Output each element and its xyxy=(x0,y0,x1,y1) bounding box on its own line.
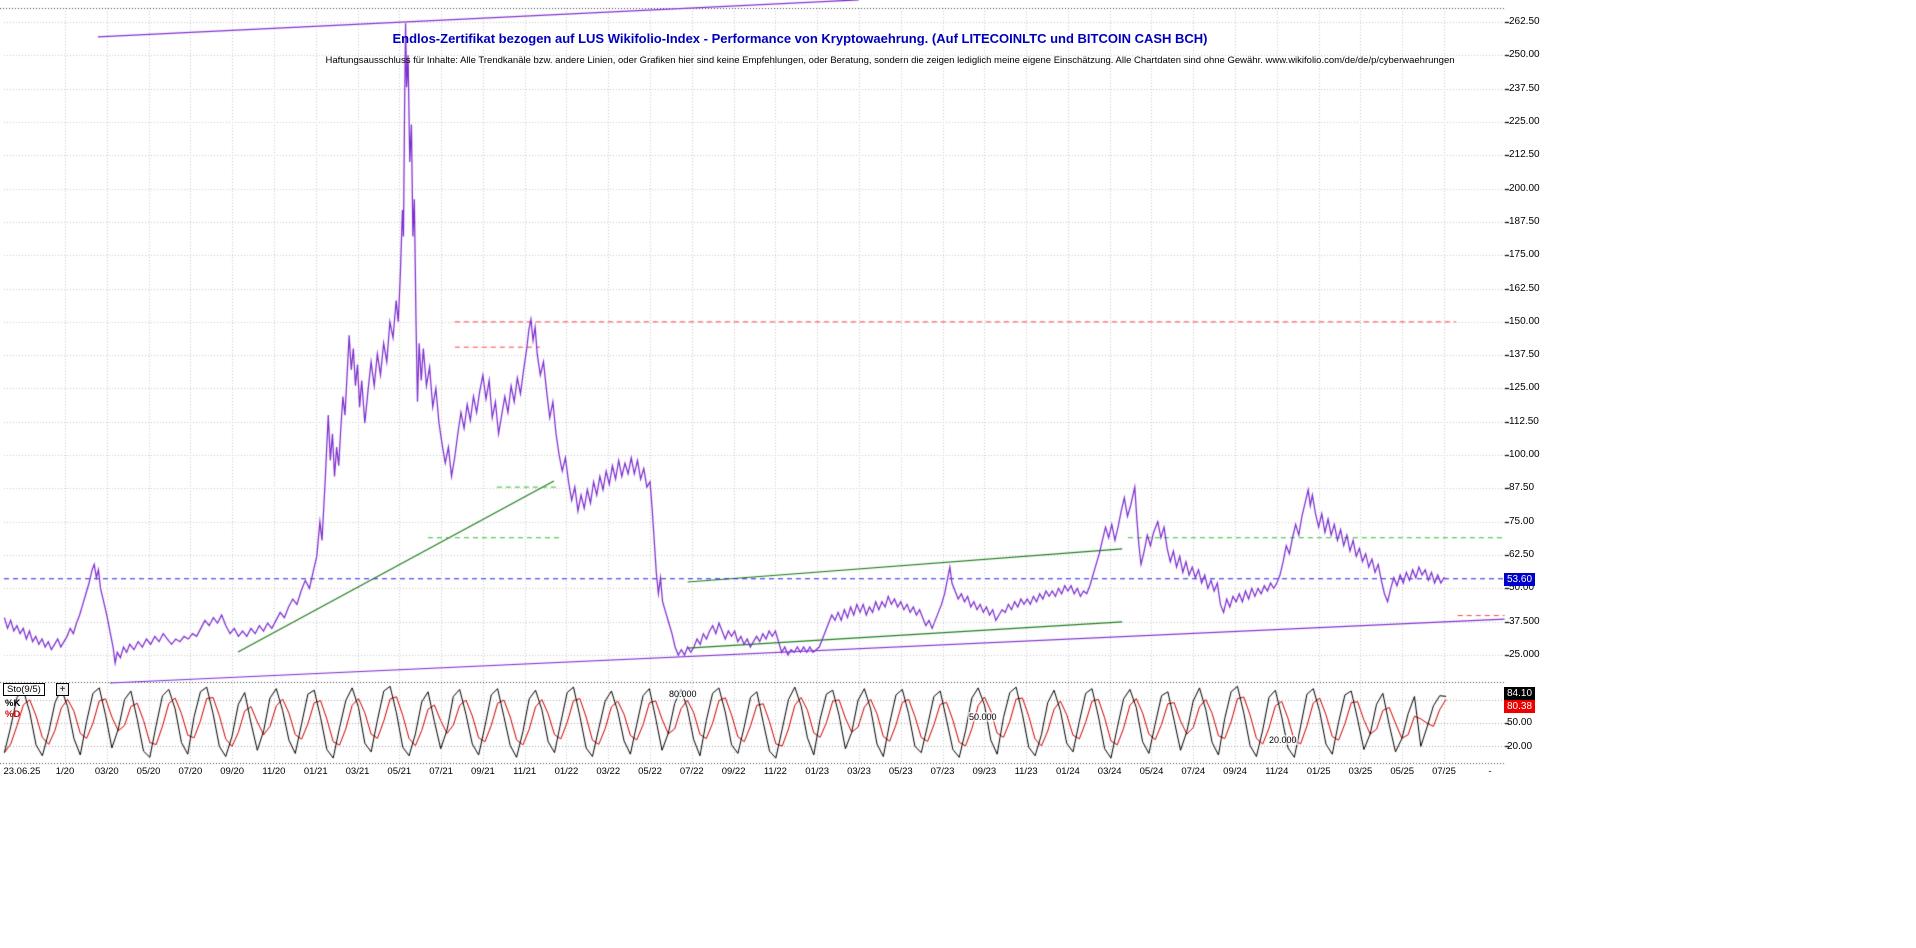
chart-disclaimer: Haftungsausschluss für Inhalte: Alle Tre… xyxy=(325,55,1455,66)
price-tick-label: 62.50 xyxy=(1509,549,1535,561)
time-tick-label: 03/20 xyxy=(94,766,119,777)
stochastic-value-tag: 84.10 xyxy=(1504,687,1536,700)
price-tick-label: 50.00 xyxy=(1509,582,1535,594)
time-tick-label: 23.06.25 xyxy=(3,766,41,777)
time-tick-label: 05/24 xyxy=(1139,766,1164,777)
stochastic-value-tag: 50.00 xyxy=(1507,717,1533,728)
indicator-expand-button[interactable]: + xyxy=(56,683,69,696)
time-tick-label: 03/25 xyxy=(1348,766,1373,777)
indicator-label[interactable]: Sto(9/5) xyxy=(3,683,45,696)
price-tick-label: 262.50 xyxy=(1509,16,1540,27)
time-tick-label: 05/20 xyxy=(136,766,161,777)
time-tick-label: 03/22 xyxy=(596,766,621,777)
price-tick-label: 250.00 xyxy=(1509,49,1540,61)
time-tick-label: 09/23 xyxy=(972,766,997,777)
price-tick-label: 237.50 xyxy=(1509,82,1540,94)
time-tick-label: 09/20 xyxy=(220,766,245,777)
time-tick-label: - xyxy=(1488,766,1492,777)
time-tick-label: 11/23 xyxy=(1014,766,1038,777)
time-tick-label: 01/25 xyxy=(1306,766,1331,777)
time-tick-label: 03/23 xyxy=(847,766,871,777)
time-tick-label: 01/23 xyxy=(805,766,830,777)
time-tick-label: 07/21 xyxy=(429,766,453,777)
stochastic-value-tag: 80.38 xyxy=(1504,700,1536,713)
price-tick-label: 37.500 xyxy=(1509,615,1540,627)
price-tick-label: 212.50 xyxy=(1509,149,1540,161)
chart-title: Endlos-Zertifikat bezogen auf LUS Wikifo… xyxy=(392,31,1208,46)
last-price-tag: 53.60 xyxy=(1504,572,1536,586)
price-tick-label: 150.00 xyxy=(1509,315,1540,327)
stochastic-k-label: %K xyxy=(5,698,21,709)
time-tick-label: 11/24 xyxy=(1265,766,1289,777)
time-tick-label: 11/21 xyxy=(513,766,537,777)
price-tick-label: 200.00 xyxy=(1509,182,1540,194)
time-tick-label: 03/21 xyxy=(345,766,370,777)
time-tick-label: 05/21 xyxy=(387,766,412,777)
time-tick-label: 07/20 xyxy=(178,766,203,777)
price-tick-label: 125.00 xyxy=(1509,382,1540,394)
time-tick-label: 07/22 xyxy=(679,766,704,777)
time-tick-label: 07/24 xyxy=(1181,766,1206,777)
time-tick-label: 01/22 xyxy=(554,766,579,777)
stochastic-level-label: 20.000 xyxy=(1268,735,1298,746)
time-tick-label: 05/22 xyxy=(638,766,662,777)
time-tick-label: 01/24 xyxy=(1056,766,1080,777)
stochastic-value-tag: 20.00 xyxy=(1507,741,1533,752)
time-tick-label: 09/22 xyxy=(721,766,746,777)
price-tick-label: 175.00 xyxy=(1509,249,1540,261)
price-tick-label: 112.50 xyxy=(1509,415,1539,427)
price-tick-label: 225.00 xyxy=(1509,115,1540,127)
price-tick-label: 137.50 xyxy=(1509,349,1540,361)
time-tick-label: 03/24 xyxy=(1097,766,1122,777)
time-tick-label: 07/23 xyxy=(930,766,955,777)
stochastic-level-label: 50.000 xyxy=(968,712,998,722)
time-tick-label: 09/21 xyxy=(470,766,495,777)
price-tick-label: 100.00 xyxy=(1509,449,1540,461)
time-tick-label: 05/23 xyxy=(888,766,913,777)
time-tick-label: 07/25 xyxy=(1432,766,1456,777)
time-tick-label: 1/20 xyxy=(55,766,75,777)
time-tick-label: 11/20 xyxy=(262,766,286,777)
price-tick-label: 87.50 xyxy=(1509,482,1535,494)
time-tick-label: 05/25 xyxy=(1390,766,1415,777)
time-tick-label: 09/24 xyxy=(1223,766,1247,777)
time-tick-label: 11/22 xyxy=(763,766,787,777)
stochastic-d-label: %D xyxy=(5,709,21,720)
stochastic-level-label: 80.000 xyxy=(668,688,698,699)
price-tick-label: 187.50 xyxy=(1509,215,1540,227)
price-tick-label: 25.000 xyxy=(1509,649,1540,660)
time-tick-label: 01/21 xyxy=(303,766,328,777)
price-tick-label: 162.50 xyxy=(1509,282,1540,294)
price-tick-label: 75.00 xyxy=(1509,515,1535,527)
